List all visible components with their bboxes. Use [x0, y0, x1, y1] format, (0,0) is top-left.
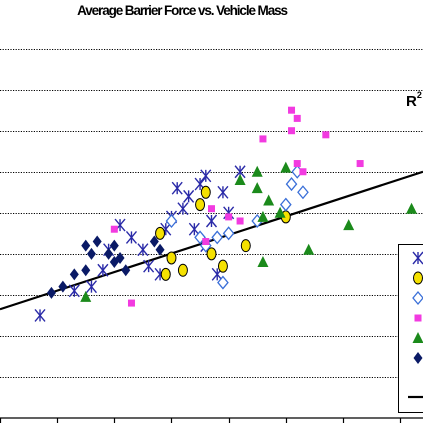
legend-marker-1 [412, 251, 423, 265]
data-point [285, 177, 298, 192]
data-point [279, 197, 292, 212]
data-point [225, 213, 233, 221]
data-point [104, 247, 114, 260]
data-point [217, 275, 229, 290]
data-point [115, 251, 125, 264]
data-point [127, 299, 135, 307]
data-point [195, 198, 206, 212]
data-point [217, 259, 228, 273]
legend-marker-4 [414, 314, 422, 322]
data-point [202, 238, 210, 246]
r2-superscript: 2 [417, 90, 422, 100]
data-point [110, 225, 118, 233]
legend-box [398, 244, 423, 413]
series-2 [155, 185, 291, 281]
data-point [177, 263, 188, 277]
data-point [211, 230, 224, 245]
data-point [109, 239, 119, 252]
series-4 [110, 106, 364, 307]
data-point [236, 217, 244, 225]
data-point [297, 185, 309, 200]
grid-layer [0, 49, 423, 378]
data-point [288, 127, 296, 135]
data-point [97, 263, 109, 277]
data-point [125, 230, 138, 244]
trendline-r2-label: R2 [406, 90, 422, 110]
data-point [80, 290, 92, 302]
legend-marker-5 [412, 332, 423, 343]
legend-marker-3 [412, 290, 423, 306]
data-point [86, 247, 96, 260]
data-point [343, 219, 355, 231]
data-point [155, 226, 166, 240]
data-point [143, 259, 155, 273]
data-point [81, 239, 91, 252]
data-point [81, 264, 91, 277]
data-point [200, 185, 211, 199]
data-point [406, 202, 418, 214]
data-point [257, 210, 269, 222]
data-point [183, 189, 195, 203]
data-point [177, 202, 189, 216]
data-point [293, 160, 301, 168]
data-point [293, 114, 301, 122]
axis-layer [0, 417, 423, 423]
chart-title: Average Barrier Force vs. Vehicle Mass [77, 3, 287, 18]
series-6 [46, 235, 165, 299]
data-point [171, 181, 183, 195]
data-point [58, 280, 68, 293]
data-point [121, 264, 131, 277]
data-point [240, 239, 251, 253]
data-point [160, 267, 171, 281]
data-point [303, 243, 315, 255]
data-point [299, 168, 307, 176]
data-point [263, 194, 275, 206]
data-point [155, 243, 165, 256]
data-point [259, 135, 267, 143]
data-point [206, 247, 217, 261]
data-point [217, 185, 229, 199]
data-point [166, 251, 177, 265]
legend-marker-6 [413, 352, 423, 364]
data-point [68, 284, 80, 298]
data-point [251, 182, 263, 194]
data-point [85, 280, 97, 294]
data-point [234, 173, 246, 185]
data-point [288, 106, 296, 114]
data-point [251, 165, 263, 177]
data-point [34, 308, 46, 322]
data-point [69, 268, 79, 281]
data-point [92, 235, 102, 248]
data-point [46, 286, 56, 299]
data-point [356, 160, 364, 168]
data-point [274, 206, 286, 218]
data-point [149, 235, 159, 248]
series-5 [80, 161, 418, 302]
data-point [165, 213, 178, 229]
data-point [322, 131, 330, 139]
data-point [188, 222, 200, 236]
data-point [205, 214, 218, 228]
data-point [280, 161, 292, 173]
legend-marker-2 [413, 271, 423, 285]
legend [398, 244, 423, 413]
data-point [200, 169, 212, 183]
series-1 [34, 165, 246, 322]
data-point [208, 205, 215, 213]
data-point [257, 256, 269, 268]
data-point [222, 226, 235, 241]
data-points-layer [34, 106, 418, 322]
data-point [137, 243, 149, 257]
